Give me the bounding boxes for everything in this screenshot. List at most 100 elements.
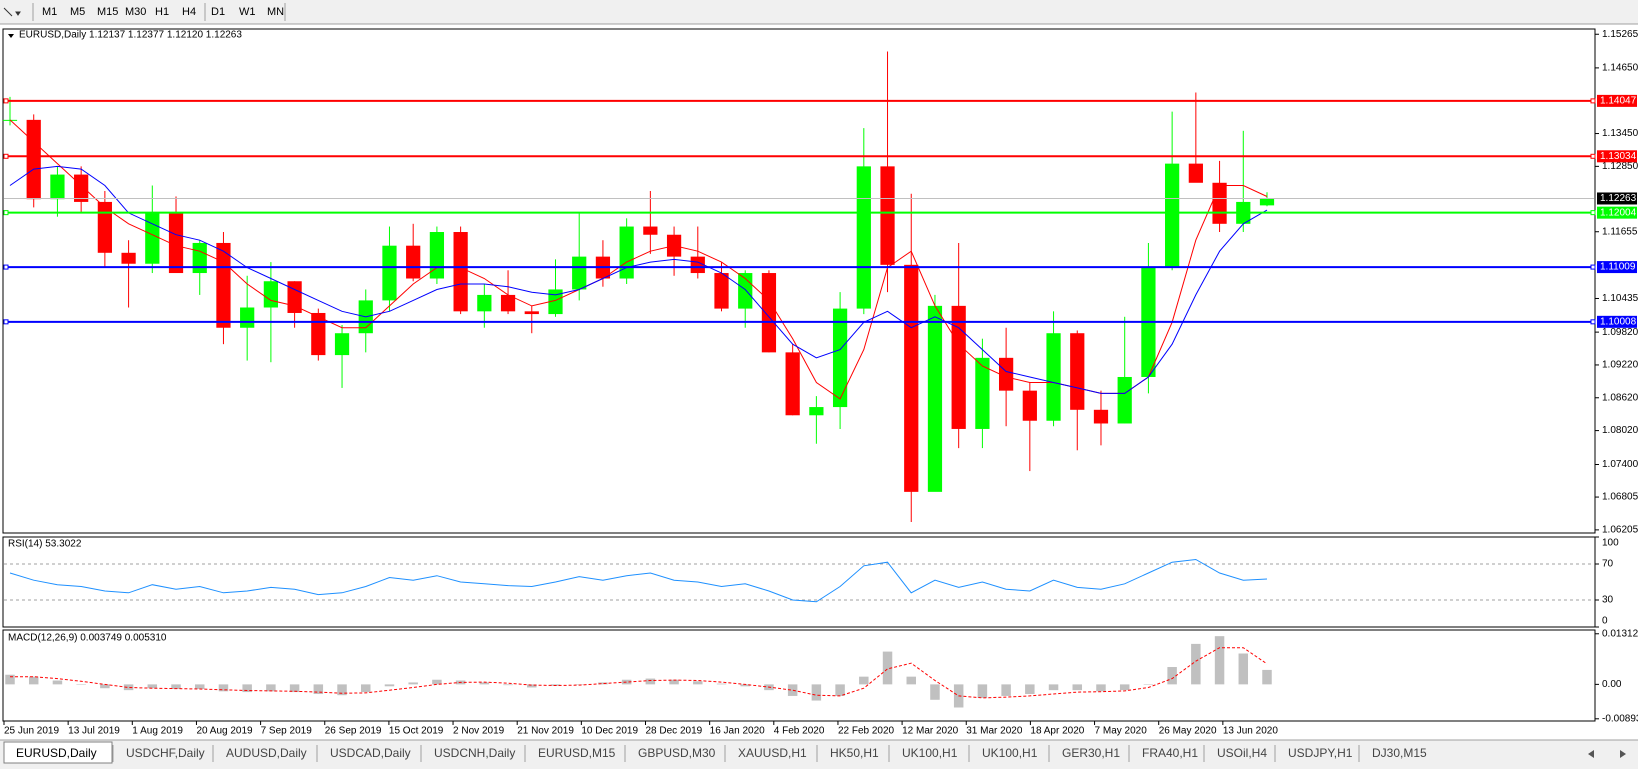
tab-label: GER30,H1 <box>1062 746 1120 760</box>
timeframe-button[interactable]: M15 <box>97 6 118 18</box>
macd-bar <box>242 684 252 693</box>
x-tick-label: 4 Feb 2020 <box>774 726 825 737</box>
y-tick-label: 1.09820 <box>1602 327 1638 338</box>
active-tab <box>3 741 113 764</box>
timeframe-button[interactable]: M1 <box>42 6 57 18</box>
timeframe-button[interactable]: M30 <box>125 6 146 18</box>
candle-body <box>311 312 326 356</box>
tab[interactable]: XAUUSD,H1 <box>724 745 807 762</box>
tab[interactable]: FRA40,H1 <box>1128 745 1198 762</box>
candle-body <box>74 174 89 202</box>
candle-body <box>785 352 800 416</box>
macd-bar <box>882 651 893 685</box>
timeframe-button[interactable]: H1 <box>155 6 169 18</box>
candle-body <box>121 252 136 264</box>
macd-bar <box>289 684 300 693</box>
candle-body <box>1165 163 1180 268</box>
level-handle <box>1590 210 1596 216</box>
candle-body <box>1188 163 1203 183</box>
tab[interactable]: EURUSD,M15 <box>524 745 616 762</box>
level-handle <box>1590 264 1596 270</box>
level-handle <box>3 153 9 159</box>
tab[interactable]: USDCNH,Daily <box>420 745 515 762</box>
y-tick-label: 70 <box>1602 559 1614 570</box>
tab-label: UK100,H1 <box>982 746 1038 760</box>
candle-body <box>500 294 516 312</box>
rsi-line <box>9 558 1268 603</box>
x-tick-label: 7 Sep 2019 <box>261 726 313 737</box>
candle-body <box>880 166 895 265</box>
macd-bar <box>527 684 537 688</box>
tab[interactable]: DJ30,M15 <box>1358 745 1427 762</box>
tab[interactable]: AUDUSD,Daily <box>212 745 307 762</box>
x-tick-label: 15 Oct 2019 <box>389 726 444 737</box>
y-tick-label: 1.06205 <box>1602 525 1638 536</box>
level-handle <box>3 98 9 104</box>
x-tick-label: 31 Mar 2020 <box>966 726 1023 737</box>
candle-body <box>690 256 705 274</box>
macd-bar <box>123 684 134 691</box>
macd-bar <box>147 684 158 689</box>
rsi-pane <box>2 536 1596 628</box>
x-tick-label: 10 Dec 2019 <box>581 726 638 737</box>
macd-bar <box>1214 636 1225 685</box>
x-tick-label: 18 Apr 2020 <box>1030 726 1084 737</box>
menu-arrow[interactable] <box>8 34 14 38</box>
tab-label: GBPUSD,M30 <box>638 746 716 760</box>
tab-label: USDJPY,H1 <box>1288 746 1353 760</box>
tab[interactable]: USOil,H4 <box>1203 745 1267 762</box>
level-price-box <box>1597 94 1637 107</box>
rsi-title: RSI(14) 53.3022 <box>8 539 82 550</box>
candle-body <box>1022 390 1037 421</box>
macd-bar <box>598 682 608 685</box>
tab-label: AUDUSD,Daily <box>226 746 307 760</box>
candle-body <box>904 264 919 492</box>
tab[interactable]: GBPUSD,M30 <box>624 745 716 762</box>
macd-bar <box>5 674 15 685</box>
level-handle <box>3 210 9 216</box>
macd-bar <box>977 684 988 698</box>
macd-bar <box>835 684 845 696</box>
tab[interactable]: USDCAD,Daily <box>316 745 411 762</box>
tab[interactable]: UK100,H1 <box>888 745 958 762</box>
macd-bar <box>266 684 276 692</box>
candle-body <box>50 174 65 200</box>
tab[interactable]: UK100,H1 <box>968 745 1038 762</box>
candle-body <box>216 242 231 328</box>
candle-body <box>192 242 207 274</box>
level-handle <box>3 319 9 325</box>
timeframe-button[interactable]: H4 <box>182 6 196 18</box>
timeframe-button[interactable]: D1 <box>211 6 225 18</box>
tab-label: USOil,H4 <box>1217 746 1267 760</box>
candle-body <box>975 357 990 429</box>
x-tick-label: 12 Mar 2020 <box>902 726 959 737</box>
tool-icon[interactable] <box>3 7 21 17</box>
y-tick-label: 1.11655 <box>1602 226 1638 237</box>
y-tick-label: 0.013121 <box>1602 628 1638 639</box>
tab[interactable]: HK50,H1 <box>816 745 879 762</box>
level-price-label: 1.14047 <box>1600 96 1637 107</box>
macd-bar <box>479 682 490 685</box>
macd-bar <box>645 678 656 685</box>
macd-bar <box>787 684 798 696</box>
x-tick-label: 26 Sep 2019 <box>325 726 382 737</box>
candle-body <box>856 166 871 309</box>
tab[interactable]: EURUSD,Daily <box>3 741 113 764</box>
macd-bar <box>906 676 916 685</box>
tab-label: FRA40,H1 <box>1142 746 1198 760</box>
macd-pane <box>2 629 1596 722</box>
x-tick-label: 1 Aug 2019 <box>132 726 183 737</box>
timeframe-button[interactable]: M5 <box>70 6 85 18</box>
timeframe-button[interactable]: W1 <box>239 6 256 18</box>
tab[interactable]: USDJPY,H1 <box>1274 745 1353 762</box>
x-tick-label: 2 Nov 2019 <box>453 726 505 737</box>
tab[interactable]: USDCHF,Daily <box>112 745 205 762</box>
candle-body <box>1046 333 1061 421</box>
y-tick-label: 0.00 <box>1602 679 1622 690</box>
y-tick-label: 1.13450 <box>1602 128 1638 139</box>
level-price-label: 1.12004 <box>1600 207 1637 218</box>
x-tick-label: 20 Aug 2019 <box>196 726 253 737</box>
macd-bar <box>171 684 181 689</box>
tab[interactable]: GER30,H1 <box>1048 745 1120 762</box>
timeframe-button[interactable]: MN <box>267 6 284 18</box>
